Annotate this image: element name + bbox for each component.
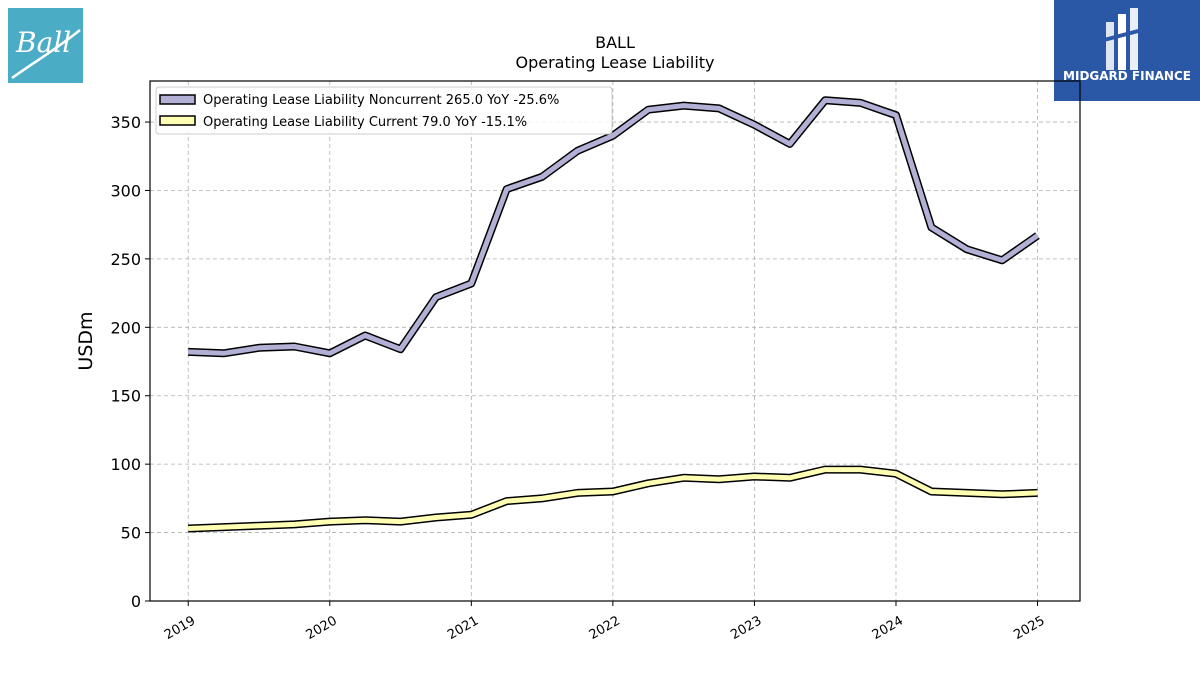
data-point [364,335,366,337]
data-point [930,491,932,493]
y-tick-label: 150 [110,387,141,406]
data-point [364,519,366,521]
data-point [966,248,968,250]
midgard-finance-logo: MIDGARD FINANCE [1054,0,1200,101]
data-point [258,347,260,349]
data-point [329,352,331,354]
data-point [329,521,331,523]
chart-title: BALL [595,33,635,52]
data-point [435,517,437,519]
y-tick-label: 200 [110,318,141,337]
data-point [223,352,225,354]
data-point [860,469,862,471]
data-point [860,102,862,104]
y-tick-label: 0 [131,592,141,611]
data-point [400,348,402,350]
legend-swatch-current [159,115,196,126]
legend-label-current: Operating Lease Liability Current 79.0 Y… [203,115,527,130]
data-point [506,500,508,502]
data-point [258,525,260,527]
data-point [293,523,295,525]
data-point [718,107,720,109]
y-tick-label: 250 [110,250,141,269]
data-point [1001,493,1003,495]
x-tick-label: 2022 [587,613,623,643]
data-point [470,514,472,516]
data-point [223,526,225,528]
x-tick-label: 2021 [445,613,481,643]
data-point [541,497,543,499]
legend[interactable]: Operating Lease Liability Noncurrent 265… [155,86,613,135]
data-point [824,99,826,101]
data-point [293,345,295,347]
data-point [895,473,897,475]
data-point [400,521,402,523]
y-tick-label: 100 [110,455,141,474]
legend-box [155,86,613,135]
data-point [1001,259,1003,261]
x-axis: 2019 2020 2021 2022 2023 2024 2025 [162,601,1048,643]
x-tick-label: 2024 [870,613,906,643]
data-point [187,527,189,529]
plot-frame [149,80,1081,602]
midgard-logo-text: MIDGARD FINANCE [1063,69,1191,83]
y-axis: 0 50 100 150 200 250 300 350 [110,113,150,611]
x-tick-label: 2025 [1011,613,1047,643]
data-point [683,105,685,107]
data-point [187,351,189,353]
y-tick-label: 50 [121,524,141,543]
legend-swatch-noncurrent [159,94,196,105]
y-axis-label: USDm [75,311,97,370]
data-point [576,150,578,152]
x-tick-label: 2020 [304,613,340,643]
data-point [541,176,543,178]
data-point [612,491,614,493]
y-tick-label: 300 [110,181,141,200]
data-point [824,469,826,471]
data-point [966,492,968,494]
data-point [506,188,508,190]
ball-logo: Ball [8,8,83,83]
ball-logo-icon: Ball [11,26,81,80]
data-point [718,478,720,480]
y-tick-label: 350 [110,113,141,132]
data-point [930,226,932,228]
data-point [435,296,437,298]
data-point [470,283,472,285]
data-point [647,109,649,111]
series-layer [187,96,1040,533]
x-tick-label: 2023 [728,613,764,643]
data-point [683,477,685,479]
midgard-logo-icon: MIDGARD FINANCE [1063,8,1191,83]
legend-label-noncurrent: Operating Lease Liability Noncurrent 265… [203,93,559,108]
data-point [612,135,614,137]
x-tick-label: 2019 [162,613,198,643]
data-point [789,143,791,145]
grid [150,81,1080,602]
data-point [576,492,578,494]
data-point [753,124,755,126]
data-point [1037,235,1039,237]
data-point [753,475,755,477]
chart-subtitle: Operating Lease Liability [515,53,714,72]
data-point [647,482,649,484]
data-point [789,477,791,479]
data-point [1037,492,1039,494]
data-point [895,114,897,116]
